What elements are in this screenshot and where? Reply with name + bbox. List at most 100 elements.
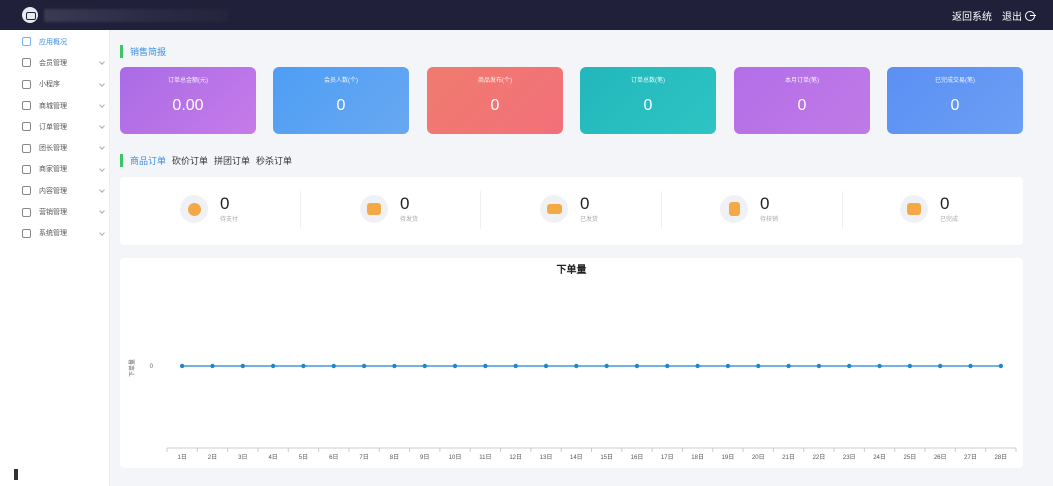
x-tick-label: 19日 (722, 454, 735, 461)
gear-icon (22, 228, 31, 238)
tab-group-orders[interactable]: 拼团订单 (214, 156, 251, 166)
x-tick-label: 5日 (299, 454, 308, 461)
stat-value: 0 (760, 194, 770, 213)
x-tick-label: 23日 (843, 454, 856, 461)
stat-pending-verify[interactable]: 0 待核销 (720, 195, 778, 223)
sidebar-item-label: 商家管理 (39, 166, 67, 174)
data-point (422, 363, 427, 369)
content-icon (22, 186, 31, 196)
data-point (240, 363, 246, 369)
app-logo[interactable] (22, 7, 38, 23)
card-completed[interactable]: 已完成交易(笔) 0 (887, 67, 1023, 134)
store-icon (22, 164, 31, 174)
stat-pending-payment[interactable]: 0 待支付 (180, 195, 238, 223)
card-label: 会员人数(个) (324, 78, 358, 84)
data-point (877, 363, 882, 369)
cart-icon (22, 101, 31, 111)
x-tick-label: 20日 (752, 454, 765, 461)
sidebar-item-miniapp[interactable]: 小程序 (0, 74, 109, 95)
stat-pending-shipment[interactable]: 0 待发货 (360, 195, 418, 223)
y-axis-label: 下单量 (128, 359, 136, 377)
x-tick-label: 28日 (994, 454, 1007, 461)
sidebar-item-label: 团长管理 (39, 145, 67, 153)
card-label: 商品发布(个) (478, 78, 512, 84)
miniapp-icon (22, 79, 31, 89)
sidebar-item-leaders[interactable]: 团长管理 (0, 137, 109, 158)
stat-label: 已发货 (580, 217, 599, 223)
card-label: 订单总金额(元) (168, 78, 208, 84)
data-point (361, 363, 367, 369)
data-point (513, 363, 518, 369)
back-to-system-link[interactable]: 返回系统 (952, 12, 992, 23)
x-tick-label: 17日 (661, 454, 674, 461)
top-actions: 返回系统 退出 (952, 8, 1036, 23)
logout-label: 退出 (1002, 12, 1022, 23)
data-point (179, 363, 185, 369)
card-label: 已完成交易(笔) (935, 78, 975, 84)
x-tick-label: 13日 (540, 454, 553, 461)
order-icon (22, 122, 31, 132)
tab-flash-orders[interactable]: 秒杀订单 (256, 156, 293, 166)
chevron-down-icon (99, 59, 105, 66)
users-icon (22, 58, 31, 68)
tab-goods-orders[interactable]: 商品订单 (130, 156, 167, 166)
x-tick-label: 16日 (631, 454, 644, 461)
stat-shipped[interactable]: 0 已发货 (540, 195, 598, 223)
leader-icon (22, 143, 31, 153)
logout-button[interactable]: 退出 (1002, 8, 1036, 23)
x-tick-label: 7日 (359, 454, 368, 461)
sidebar-item-marketing[interactable]: 营销管理 (0, 201, 109, 222)
card-products[interactable]: 商品发布(个) 0 (427, 67, 563, 134)
chart-title: 下单量 (556, 265, 587, 276)
chevron-down-icon (99, 208, 105, 215)
data-point (756, 363, 761, 369)
x-tick-label: 3日 (238, 454, 247, 461)
main-content: 销售简报 订单总金额(元) 0.00 会员人数(个) 0 商品发布(个) 0 订… (110, 30, 1053, 486)
data-point (725, 363, 731, 369)
x-tick-label: 6日 (329, 454, 338, 461)
delivery-box-icon (360, 195, 388, 223)
sidebar-item-merchants[interactable]: 商家管理 (0, 159, 109, 180)
x-tick-label: 10日 (449, 454, 462, 461)
data-point (998, 363, 1004, 369)
card-value: 0 (643, 97, 653, 114)
x-tick-label: 11日 (479, 454, 491, 461)
top-bar: 返回系统 退出 (0, 0, 1053, 30)
divider (661, 191, 662, 229)
y-tick-label: 0 (150, 364, 154, 370)
chevron-down-icon (99, 144, 105, 151)
divider (300, 191, 301, 229)
sidebar-item-orders[interactable]: 订单管理 (0, 116, 109, 137)
data-point (543, 363, 549, 369)
data-point (574, 363, 579, 369)
stat-completed[interactable]: 0 已完成 (900, 195, 958, 223)
x-tick-label: 24日 (873, 454, 886, 461)
tab-bargain-orders[interactable]: 砍价订单 (172, 156, 209, 166)
sidebar-item-content[interactable]: 内容管理 (0, 180, 109, 201)
sidebar-item-members[interactable]: 会员管理 (0, 52, 109, 73)
sidebar-item-label: 商城管理 (39, 102, 67, 110)
data-point (452, 363, 458, 369)
stat-label: 已完成 (940, 217, 959, 223)
chevron-down-icon (99, 165, 105, 172)
card-value: 0 (797, 97, 807, 114)
package-icon (900, 195, 928, 223)
card-order-total[interactable]: 订单总数(笔) 0 (580, 67, 716, 134)
card-order-amount[interactable]: 订单总金额(元) 0.00 (120, 67, 256, 134)
card-month-orders[interactable]: 本月订单(笔) 0 (734, 67, 870, 134)
card-members[interactable]: 会员人数(个) 0 (273, 67, 409, 134)
stat-label: 待发货 (400, 217, 419, 223)
data-point (937, 363, 943, 369)
sidebar-item-mall[interactable]: 商城管理 (0, 95, 109, 116)
sales-title: 销售简报 (130, 47, 167, 57)
marketing-icon (22, 207, 31, 217)
card-value: 0 (336, 97, 346, 114)
divider (480, 191, 481, 229)
sidebar-item-system[interactable]: 系统管理 (0, 223, 109, 244)
sidebar-collapse-handle[interactable] (14, 469, 18, 480)
data-point (847, 363, 852, 369)
sidebar-item-overview[interactable]: 应用概况 (0, 31, 109, 52)
x-tick-label: 22日 (813, 454, 826, 461)
stat-label: 待核销 (760, 217, 779, 223)
data-point (786, 363, 791, 369)
